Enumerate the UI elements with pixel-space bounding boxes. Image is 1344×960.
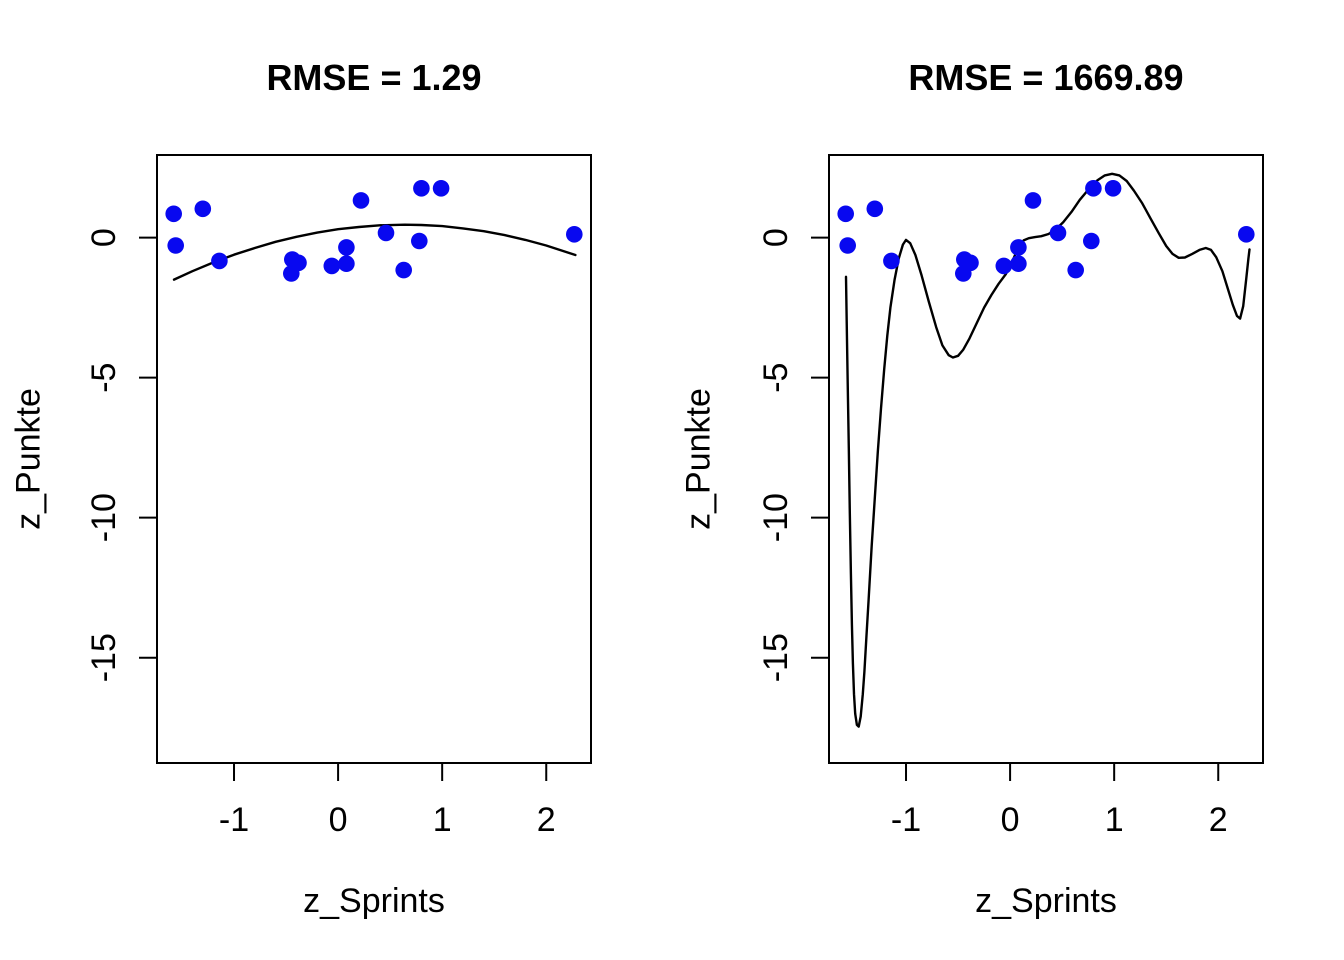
y-tick-label: -15	[85, 633, 123, 682]
chart-title-right: RMSE = 1669.89	[908, 57, 1184, 98]
plot-frame	[156, 154, 592, 764]
data-point	[1024, 192, 1042, 209]
data-point	[413, 180, 430, 197]
data-point	[1085, 180, 1102, 197]
data-point	[165, 205, 182, 223]
data-point	[1067, 261, 1084, 279]
x-axis-label-left: z_Sprints	[303, 882, 445, 920]
y-tick-label: -10	[85, 493, 123, 542]
data-point	[1010, 255, 1027, 272]
data-point	[432, 180, 450, 197]
x-tick-label: -1	[219, 801, 249, 839]
x-tick-label: 2	[1209, 801, 1228, 839]
plot-frame	[828, 154, 1264, 764]
y-tick-label: 0	[85, 228, 123, 247]
x-tick-label: 0	[1001, 801, 1020, 839]
data-point	[1238, 226, 1255, 243]
data-point	[194, 200, 212, 218]
y-axis-label-left: z_Punkte	[9, 388, 48, 530]
data-point	[283, 265, 300, 282]
y-tick-label: -5	[757, 363, 795, 393]
x-tick-label: 2	[537, 801, 556, 839]
data-point	[1010, 239, 1027, 256]
data-point	[377, 224, 395, 242]
data-point	[955, 265, 972, 282]
data-point	[352, 192, 370, 209]
data-point	[411, 232, 428, 250]
data-point	[167, 237, 184, 254]
data-point	[566, 226, 583, 243]
x-tick-label: -1	[891, 801, 921, 839]
x-axis-label-right: z_Sprints	[975, 882, 1117, 920]
y-tick-label: -5	[85, 363, 123, 393]
data-point	[839, 237, 856, 254]
y-tick-label: -10	[757, 493, 795, 542]
data-point	[338, 239, 355, 256]
data-point	[338, 255, 355, 272]
data-point	[211, 252, 228, 270]
y-tick-label: 0	[757, 228, 795, 247]
data-point	[395, 261, 413, 279]
data-point	[323, 257, 341, 275]
data-point	[1083, 232, 1100, 250]
data-point	[1104, 180, 1122, 197]
data-point	[837, 205, 854, 223]
data-point	[866, 200, 884, 218]
data-point	[995, 257, 1013, 275]
fit-curve	[844, 172, 1251, 728]
x-tick-label: 1	[1105, 801, 1124, 839]
fit-curve	[172, 223, 577, 281]
x-tick-label: 0	[329, 801, 348, 839]
data-point	[883, 252, 900, 270]
y-axis-label-right: z_Punkte	[679, 388, 718, 530]
y-tick-label: -15	[757, 633, 795, 682]
x-tick-label: 1	[433, 801, 452, 839]
chart-title-left: RMSE = 1.29	[266, 57, 482, 98]
data-point	[1049, 224, 1067, 242]
